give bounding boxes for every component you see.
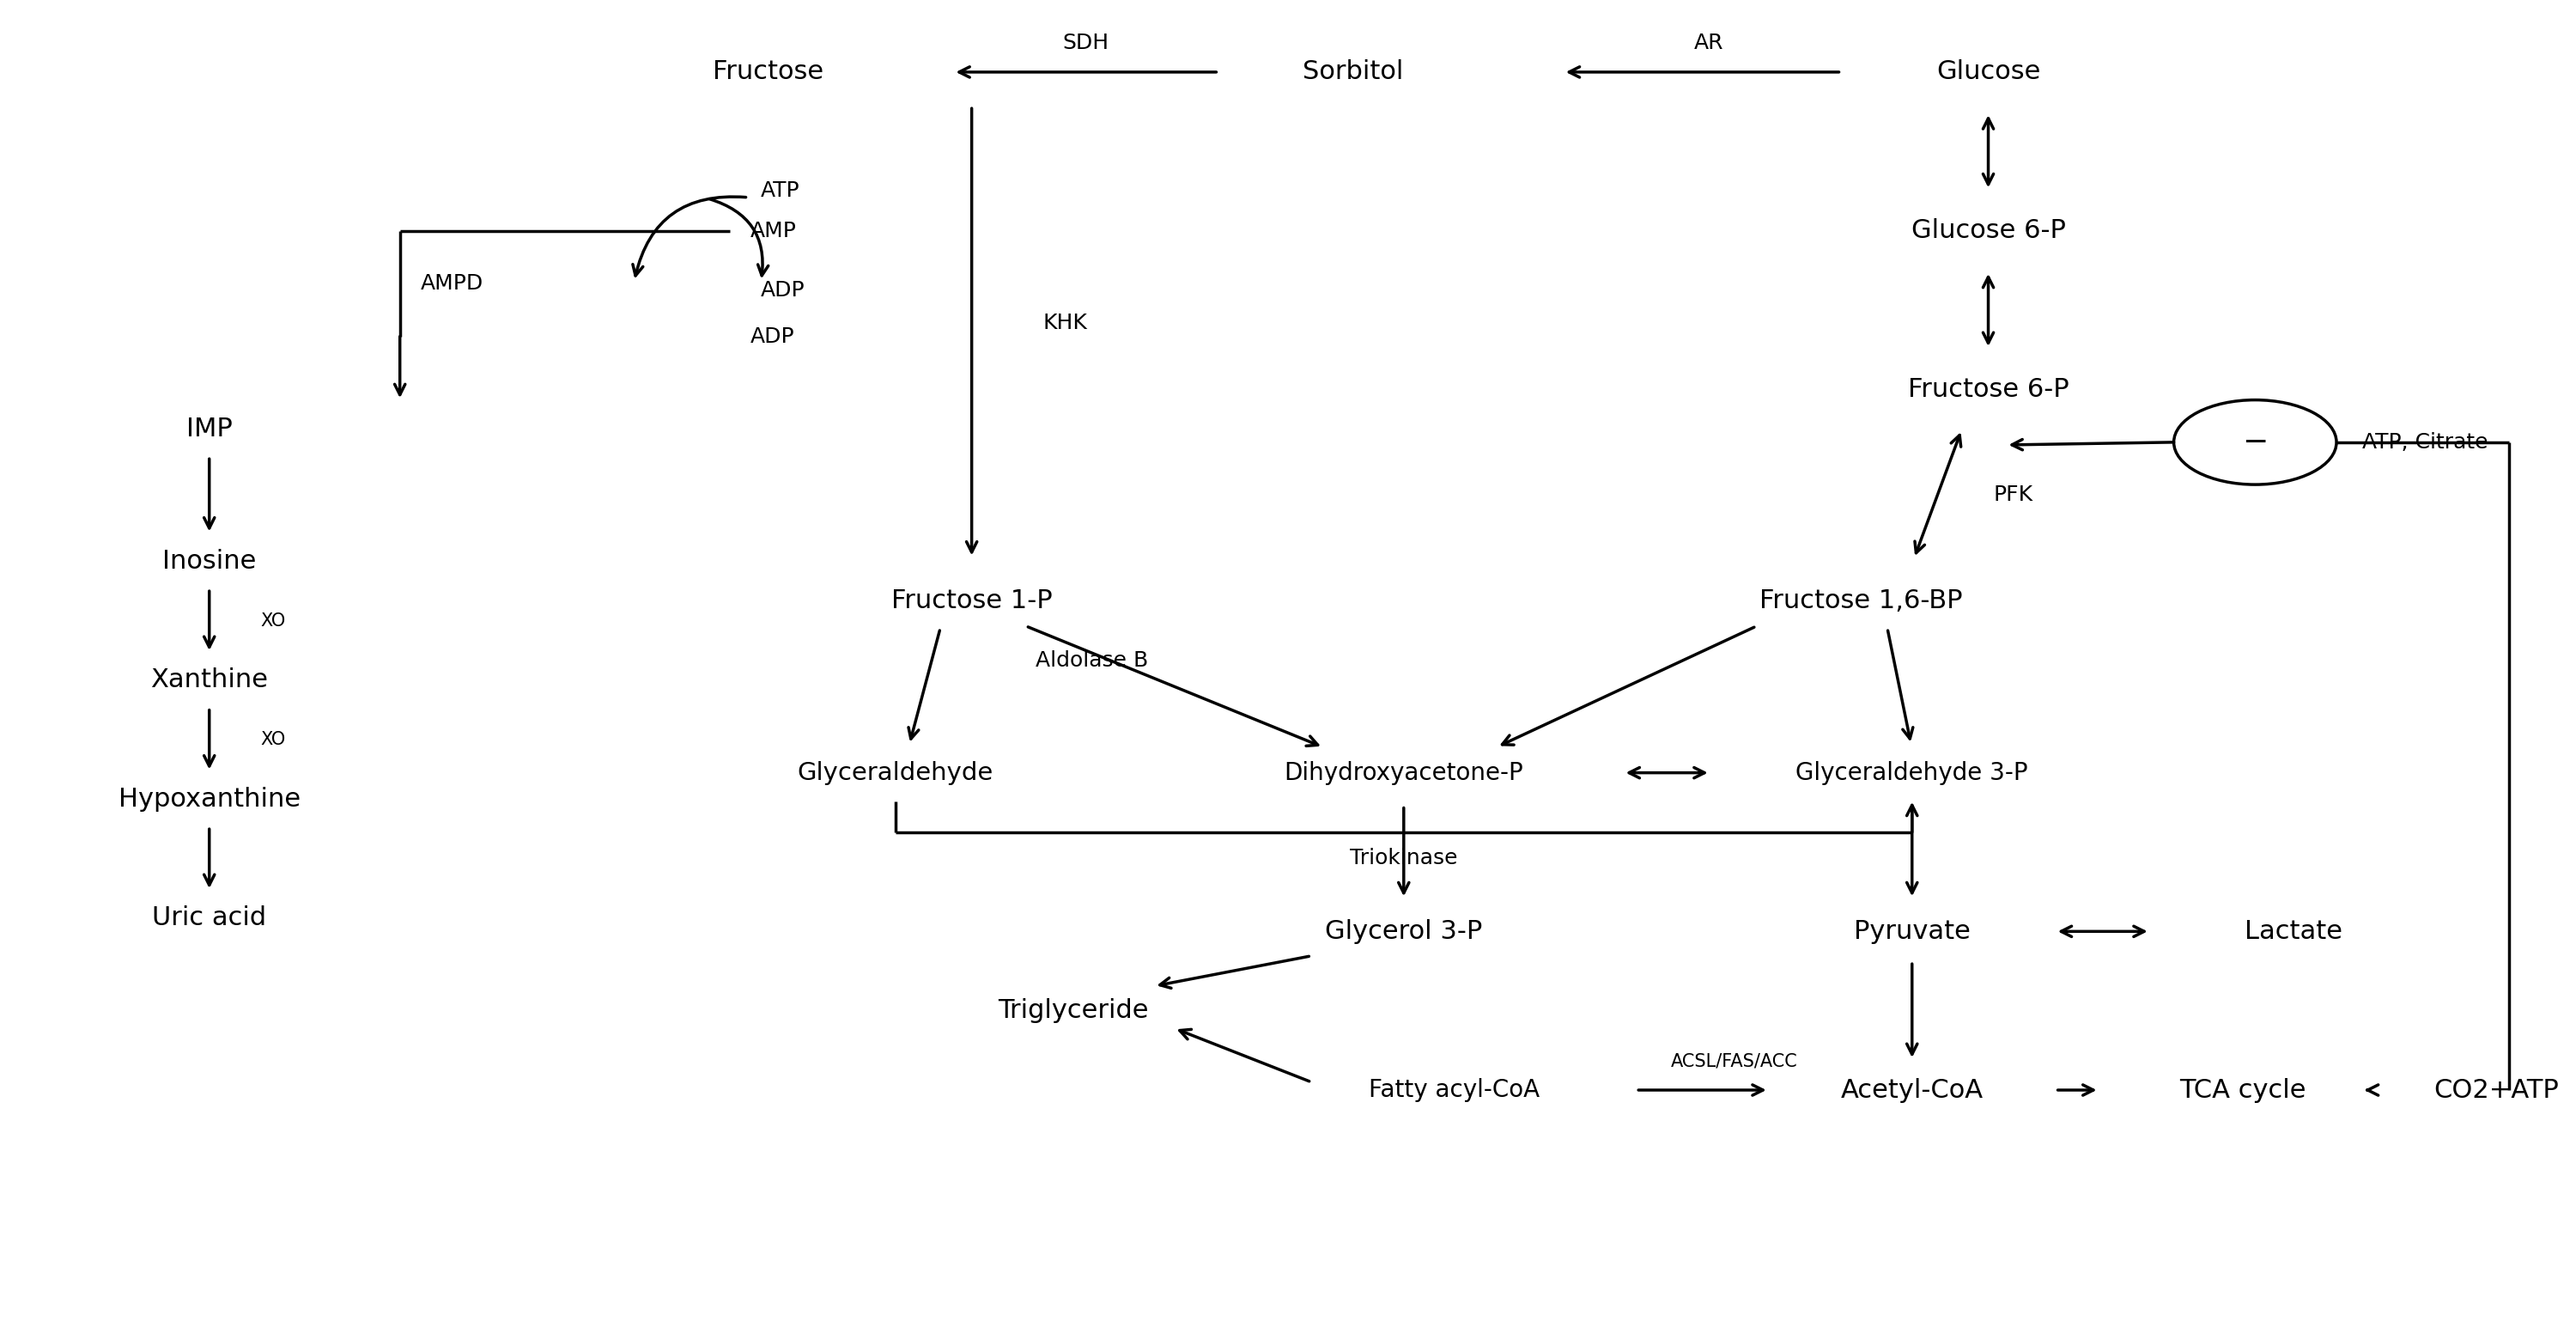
Text: Glyceraldehyde: Glyceraldehyde bbox=[799, 760, 994, 784]
Text: XO: XO bbox=[260, 612, 286, 630]
Text: Fructose 1,6-BP: Fructose 1,6-BP bbox=[1759, 588, 1963, 614]
Text: Glucose 6-P: Glucose 6-P bbox=[1911, 219, 2066, 243]
Text: Acetyl-CoA: Acetyl-CoA bbox=[1842, 1078, 1984, 1102]
Text: ACSL/FAS/ACC: ACSL/FAS/ACC bbox=[1672, 1053, 1798, 1070]
Text: XO: XO bbox=[260, 731, 286, 748]
Text: Sorbitol: Sorbitol bbox=[1303, 60, 1404, 84]
Text: ATP, Citrate: ATP, Citrate bbox=[2362, 432, 2488, 452]
Text: ADP: ADP bbox=[750, 327, 796, 347]
Text: Fructose: Fructose bbox=[714, 60, 824, 84]
Text: CO2+ATP: CO2+ATP bbox=[2434, 1078, 2558, 1102]
Text: Triglyceride: Triglyceride bbox=[997, 998, 1149, 1023]
Text: Glucose: Glucose bbox=[1937, 60, 2040, 84]
Text: Fructose 6-P: Fructose 6-P bbox=[1909, 378, 2069, 402]
Text: Aldolase B: Aldolase B bbox=[1036, 650, 1149, 671]
Text: Inosine: Inosine bbox=[162, 548, 255, 574]
Text: Triokinase: Triokinase bbox=[1350, 848, 1458, 868]
Text: Lactate: Lactate bbox=[2244, 919, 2342, 944]
Text: Uric acid: Uric acid bbox=[152, 906, 265, 931]
Text: ADP: ADP bbox=[760, 280, 806, 300]
Text: −: − bbox=[2241, 428, 2267, 456]
Text: Fatty acyl-CoA: Fatty acyl-CoA bbox=[1368, 1078, 1540, 1102]
Text: Dihydroxyacetone-P: Dihydroxyacetone-P bbox=[1283, 760, 1522, 784]
Text: Xanthine: Xanthine bbox=[149, 668, 268, 692]
Text: PFK: PFK bbox=[1994, 484, 2032, 506]
Text: Glyceraldehyde 3-P: Glyceraldehyde 3-P bbox=[1795, 760, 2027, 784]
Text: AMPD: AMPD bbox=[420, 273, 484, 293]
Text: TCA cycle: TCA cycle bbox=[2179, 1078, 2306, 1102]
Text: KHK: KHK bbox=[1043, 313, 1087, 334]
Text: SDH: SDH bbox=[1064, 32, 1110, 53]
Text: IMP: IMP bbox=[185, 416, 232, 442]
Text: Hypoxanthine: Hypoxanthine bbox=[118, 787, 301, 811]
Text: ATP: ATP bbox=[760, 180, 801, 201]
Text: AMP: AMP bbox=[750, 220, 796, 241]
Text: AR: AR bbox=[1695, 32, 1723, 53]
Text: Glycerol 3-P: Glycerol 3-P bbox=[1324, 919, 1481, 944]
Text: Fructose 1-P: Fructose 1-P bbox=[891, 588, 1051, 614]
Text: Pyruvate: Pyruvate bbox=[1855, 919, 1971, 944]
